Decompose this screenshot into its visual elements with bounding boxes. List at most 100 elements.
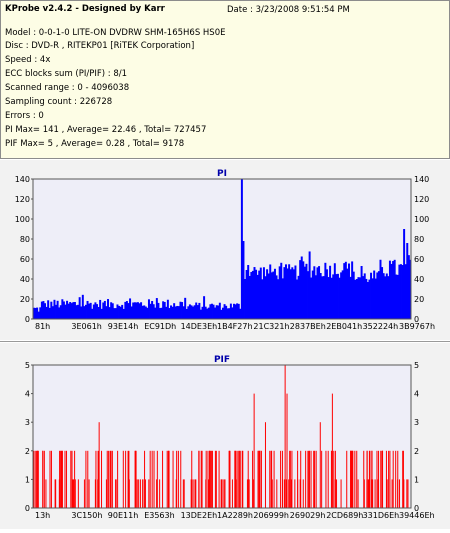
- pi-ytick-right-6: 120: [414, 195, 429, 204]
- pi-bar: [129, 298, 132, 319]
- pi-bar: [226, 308, 229, 319]
- pi-bar: [296, 279, 298, 319]
- pi-bar: [192, 306, 195, 319]
- pi-bar: [321, 276, 324, 319]
- pif-xtick-3: E3563h: [144, 511, 174, 520]
- pi-bar: [75, 305, 78, 319]
- pi-bar: [48, 307, 51, 319]
- pi-bar: [152, 304, 155, 319]
- pi-bar: [160, 307, 163, 319]
- pi-summary-line: PI Max= 141 , Average= 22.46 , Total= 72…: [5, 125, 207, 135]
- pi-bar: [179, 301, 182, 319]
- pi-bar: [363, 273, 366, 319]
- pi-bar: [88, 303, 91, 319]
- pi-bar: [204, 306, 207, 319]
- pi-bar: [138, 303, 141, 319]
- pi-bar: [130, 306, 133, 319]
- model-line: Model : 0-0-1-0 LITE-ON DVDRW SHM-165H6S…: [5, 28, 226, 38]
- pi-bar: [121, 304, 124, 319]
- pi-bar: [370, 272, 373, 319]
- pi-bar: [196, 305, 199, 319]
- pi-xtick-8: 2EB041h: [326, 322, 362, 331]
- pi-bar: [157, 302, 160, 319]
- pif-title: PIF: [214, 355, 230, 365]
- pi-ytick-left-6: 120: [15, 195, 30, 204]
- pi-bar: [108, 307, 111, 319]
- pi-bar: [99, 299, 102, 319]
- pi-bar: [225, 305, 228, 319]
- pi-bar: [73, 302, 76, 319]
- pi-bar: [234, 304, 237, 319]
- pi-bar: [92, 304, 95, 319]
- pi-bar: [174, 306, 177, 319]
- pi-bar: [288, 264, 291, 319]
- pi-bar: [373, 270, 376, 319]
- pi-bar: [195, 302, 198, 319]
- pi-bar: [266, 269, 269, 319]
- pi-bar: [223, 304, 226, 319]
- pi-bar: [283, 267, 286, 319]
- pi-bar: [324, 262, 327, 319]
- pi-bar: [384, 276, 387, 319]
- pi-bar: [352, 271, 355, 319]
- pi-bar: [229, 303, 232, 319]
- pi-bar: [272, 271, 275, 319]
- pi-bar: [349, 276, 352, 319]
- pif-ytick-right-1: 1: [414, 475, 419, 484]
- pi-xtick-6: 21C321h: [253, 322, 289, 331]
- pif-summary-line: PIF Max= 5 , Average= 0.28 , Total= 9178: [5, 139, 185, 149]
- pi-bar: [303, 266, 306, 319]
- pi-bar: [388, 260, 391, 319]
- pi-bar: [381, 267, 384, 319]
- pi-bar: [110, 302, 113, 319]
- pi-bar: [34, 307, 37, 319]
- pi-bar: [340, 272, 343, 319]
- pi-bar: [42, 301, 45, 319]
- pif-ytick-left-4: 4: [25, 390, 30, 399]
- pi-bar: [168, 308, 171, 319]
- pi-bar: [72, 302, 75, 319]
- pi-bar: [141, 305, 144, 319]
- pi-bar: [220, 309, 223, 319]
- pi-bar: [376, 272, 379, 319]
- pi-xtick-4: 14DE3Eh: [181, 322, 218, 331]
- pi-bar: [176, 305, 179, 319]
- pif-xtick-9: 331D6Eh: [363, 511, 400, 520]
- pi-bar: [62, 301, 65, 319]
- pi-bar: [344, 261, 347, 319]
- pi-bar: [310, 277, 313, 319]
- pi-bar: [203, 296, 206, 319]
- pi-bar: [401, 265, 404, 319]
- pi-bar: [335, 274, 338, 319]
- pi-bar: [277, 279, 280, 319]
- pi-bar: [125, 301, 128, 319]
- pi-bar: [327, 277, 330, 319]
- pi-bar: [307, 271, 310, 319]
- pi-bar: [332, 274, 335, 319]
- pi-bar: [206, 308, 209, 319]
- pi-bar: [374, 278, 377, 319]
- pi-bar: [251, 270, 254, 319]
- pi-bar: [144, 306, 147, 319]
- pi-ytick-right-0: 0: [414, 315, 419, 324]
- pi-bar: [80, 306, 83, 319]
- pif-ytick-left-0: 0: [25, 504, 30, 513]
- pi-bar: [322, 276, 325, 319]
- pi-bar: [207, 307, 210, 319]
- pif-xtick-6: 206999h: [253, 511, 289, 520]
- pi-bar: [215, 305, 218, 319]
- sampling-count-line: Sampling count : 226728: [5, 97, 113, 107]
- pif-xtick-4: 13DE2Eh: [181, 511, 218, 520]
- pi-bar: [262, 267, 265, 319]
- pi-bar: [264, 276, 267, 319]
- pi-bar: [66, 300, 69, 319]
- pi-bar: [245, 270, 248, 319]
- pi-bar: [182, 306, 185, 319]
- pi-bar: [278, 266, 281, 319]
- ecc-line: ECC blocks sum (PI/PIF) : 8/1: [5, 69, 128, 79]
- pif-ytick-right-3: 3: [414, 418, 419, 427]
- pi-bar: [83, 306, 86, 319]
- pi-bar: [385, 273, 388, 319]
- pi-bar: [286, 268, 289, 319]
- pi-bar: [270, 272, 273, 319]
